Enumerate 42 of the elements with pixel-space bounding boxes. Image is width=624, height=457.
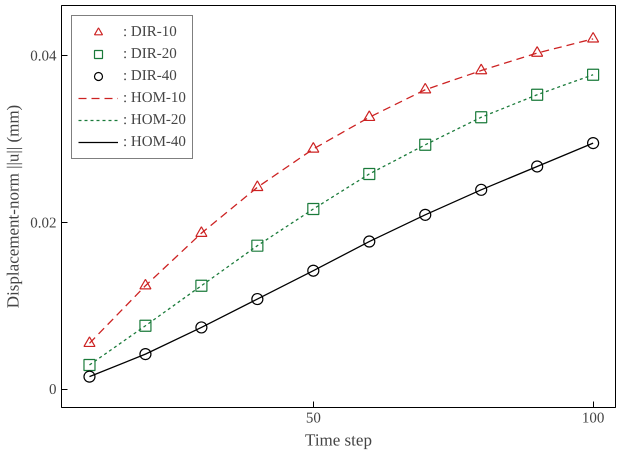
point	[419, 138, 432, 151]
point	[587, 68, 600, 81]
legend-label: : HOM-20	[123, 112, 186, 128]
point	[139, 348, 152, 360]
point	[475, 111, 488, 124]
point	[419, 208, 432, 221]
legend-label: : DIR-20	[123, 46, 177, 62]
point	[139, 278, 152, 290]
point	[587, 137, 600, 150]
point	[363, 110, 376, 122]
y-axis-title: Displacement-norm ||u|| (mm)	[3, 104, 22, 308]
legend-label: : HOM-40	[123, 134, 186, 150]
point	[195, 321, 208, 334]
point	[251, 180, 264, 192]
point	[195, 226, 208, 237]
point	[363, 168, 376, 180]
point	[251, 292, 264, 306]
point	[531, 88, 544, 101]
legend-label: : DIR-40	[123, 68, 177, 84]
x-tick-label: 100	[582, 410, 604, 426]
legend-label: : HOM-10	[123, 90, 186, 106]
point	[419, 82, 432, 94]
point	[363, 235, 376, 248]
point	[307, 264, 320, 277]
point	[195, 280, 208, 292]
point	[531, 46, 544, 57]
y-tick-label: 0.02	[30, 215, 56, 232]
point	[251, 240, 264, 252]
point	[83, 358, 96, 372]
legend-label: : DIR-10	[123, 24, 177, 40]
point	[83, 370, 96, 383]
x-axis-title: Time step	[305, 430, 372, 450]
point	[475, 184, 488, 196]
point	[307, 142, 320, 153]
point	[307, 202, 320, 216]
point	[475, 64, 488, 74]
point	[587, 32, 600, 43]
point	[531, 160, 544, 173]
x-tick-label: 50	[306, 410, 321, 426]
point	[139, 320, 152, 332]
y-tick-label: 0	[49, 382, 56, 398]
y-tick-label: 0.04	[30, 48, 57, 65]
